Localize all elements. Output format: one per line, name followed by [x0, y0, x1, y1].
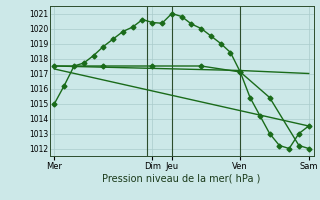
X-axis label: Pression niveau de la mer( hPa ): Pression niveau de la mer( hPa ) [102, 173, 261, 183]
